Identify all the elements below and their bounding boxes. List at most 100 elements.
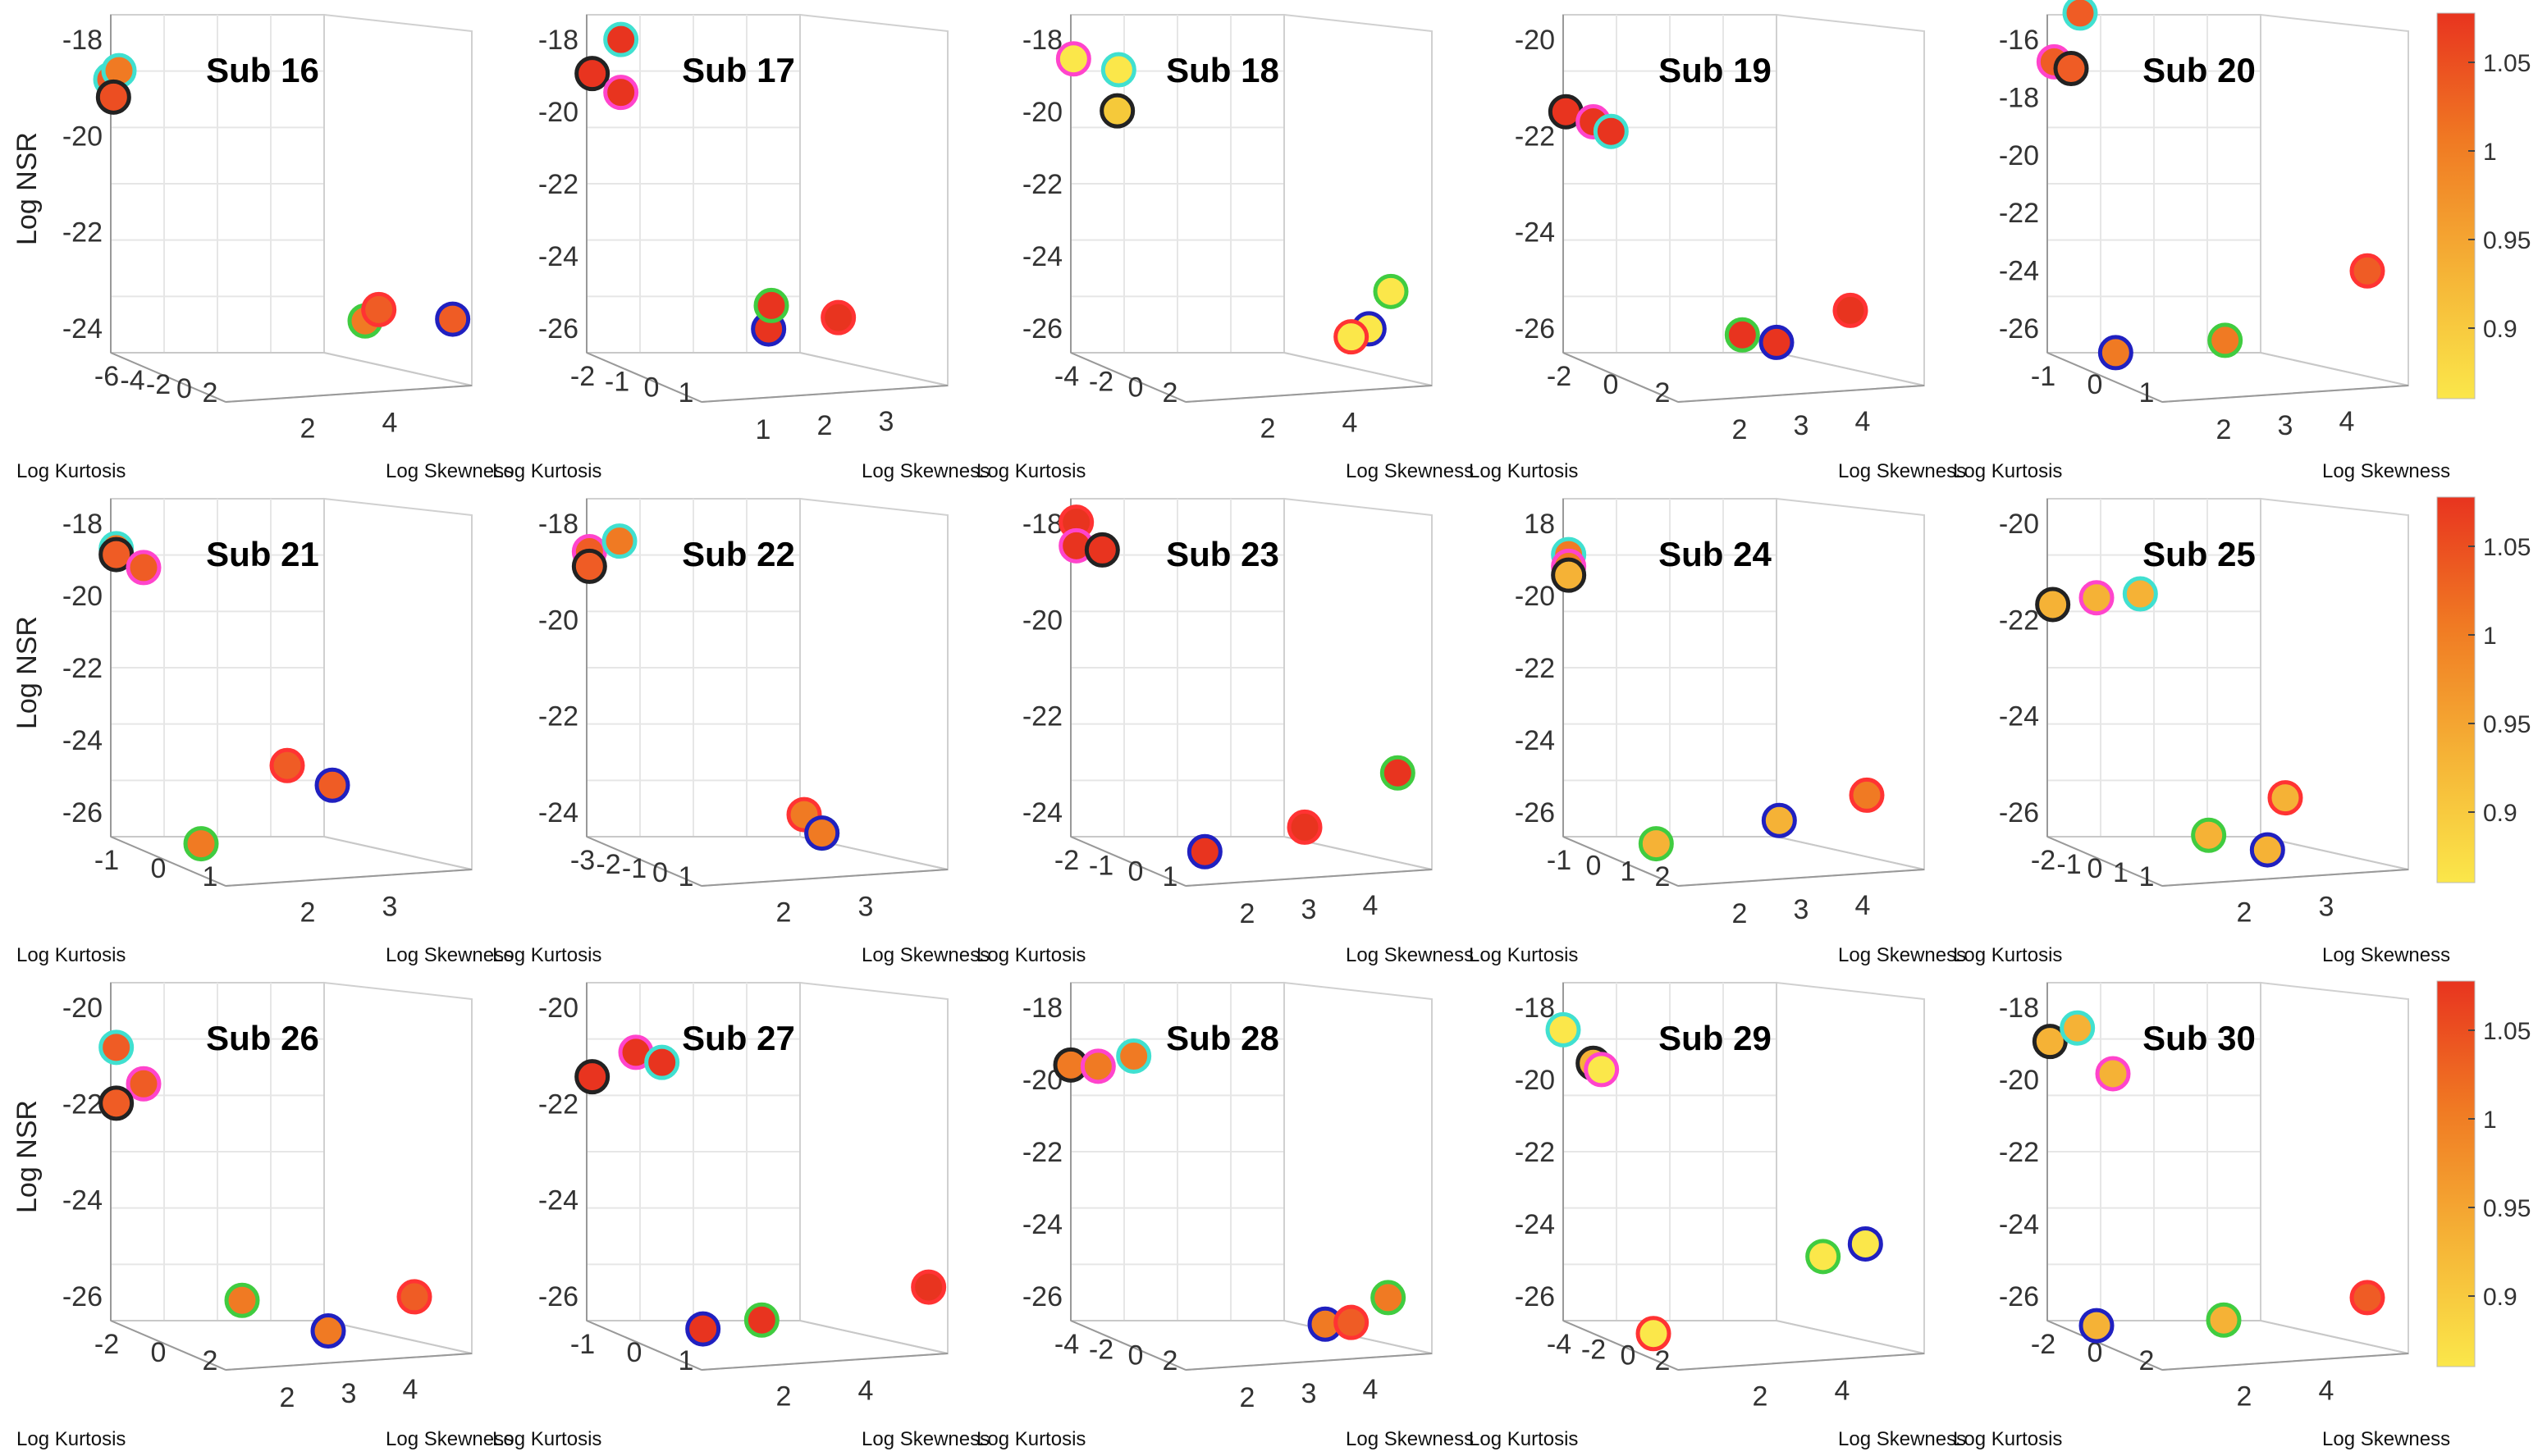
y-tick-label: 4 xyxy=(1835,1376,1850,1407)
z-tick-label: -26 xyxy=(1022,1281,1063,1312)
x-axis-label: Log Kurtosis xyxy=(1469,1428,1578,1450)
x-tick-label: 1 xyxy=(679,1345,694,1376)
scatter-point xyxy=(1055,41,1091,77)
scatter-point xyxy=(2060,1010,2096,1046)
x-tick-label: 2 xyxy=(1655,861,1671,892)
panel-sub-20: -16 -18 -20 -22 -24 -26 -1 0 1 2 3 4 Log Kurtosis Log… xyxy=(1953,0,2450,482)
panel-title: Sub 30 xyxy=(2142,1019,2256,1057)
z-tick-label: -20 xyxy=(1515,1065,1555,1096)
colorbar-tick-label: 1 xyxy=(2483,139,2497,166)
y-axis-label: Log Skewness xyxy=(1346,1428,1474,1450)
z-tick-label: -20 xyxy=(62,993,103,1024)
scatter-point xyxy=(310,1313,346,1349)
colorbar-tick-label: 1.05 xyxy=(2483,50,2531,77)
y-tick-label: 3 xyxy=(1301,894,1317,925)
z-tick-label: -22 xyxy=(1022,1137,1063,1168)
z-tick-label: -26 xyxy=(1999,797,2039,828)
colorbar-tick-label: 0.95 xyxy=(2483,227,2531,254)
panel-sub-27: -20 -22 -24 -26 -1 0 1 2 4 Log Kurtosis Log Skewne… xyxy=(492,981,990,1450)
scatter-point xyxy=(314,767,350,803)
x-tick-label: -1 xyxy=(622,853,647,884)
scatter-point xyxy=(1100,93,1136,129)
z-tick-label: -24 xyxy=(1022,797,1063,828)
axes-box xyxy=(110,497,473,888)
z-tick-label: -26 xyxy=(62,797,103,828)
x-tick-label: -2 xyxy=(596,849,620,880)
y-tick-label: 3 xyxy=(382,892,398,923)
scatter-point xyxy=(601,523,638,559)
x-tick-label: 0 xyxy=(644,372,660,403)
scatter-point xyxy=(1545,1011,1581,1047)
z-tick-label: -16 xyxy=(1999,25,2039,56)
y-tick-label: 2 xyxy=(2237,897,2252,928)
colorbar-tick-label: 0.9 xyxy=(2483,800,2517,827)
x-tick-label: 2 xyxy=(1655,1345,1671,1376)
scatter-point xyxy=(2191,817,2227,853)
x-tick-label: -2 xyxy=(1581,1335,1606,1366)
x-tick-label: 2 xyxy=(2139,1345,2155,1376)
z-tick-label: -24 xyxy=(1022,1209,1063,1240)
z-tick-label: -18 xyxy=(1022,993,1063,1024)
scatter-point xyxy=(1084,532,1120,568)
x-tick-label: -2 xyxy=(1089,1335,1113,1366)
scatter-point xyxy=(2078,1308,2115,1344)
x-tick-label: -2 xyxy=(2031,845,2055,876)
scatter-point xyxy=(2207,322,2243,358)
z-tick-label: -22 xyxy=(538,701,578,733)
y-tick-label: 2 xyxy=(1753,1381,1768,1412)
y-tick-label: 4 xyxy=(1342,408,1358,439)
x-tick-label: 2 xyxy=(1163,377,1178,409)
x-tick-label: -2 xyxy=(1054,845,1079,876)
panel-title: Sub 16 xyxy=(206,51,319,89)
x-tick-label: 2 xyxy=(1163,1345,1178,1376)
x-tick-label: -4 xyxy=(1547,1329,1571,1360)
x-tick-label: -1 xyxy=(1089,851,1113,882)
panel-sub-23: -18 -20 -22 -24 -2 -1 0 1 2 3 4 Log Kurtosis Log Ske… xyxy=(976,497,1474,966)
z-tick-label: -18 xyxy=(538,509,578,540)
scatter-point xyxy=(1584,1052,1620,1088)
y-axis-label: Log Skewness xyxy=(2322,460,2450,482)
y-tick-label: 3 xyxy=(1301,1378,1317,1409)
scatter-point xyxy=(1761,802,1797,838)
colorbars: 1.05 1 0.95 0.9 1.05 1 0.95 0.9 1.05 1 0.95 0.9 xyxy=(2436,12,2531,1367)
scatter-point xyxy=(1758,324,1795,360)
x-tick-label: 0 xyxy=(176,373,192,404)
z-tick-label: -26 xyxy=(62,1281,103,1312)
y-tick-label: 2 xyxy=(776,1381,792,1412)
panel-sub-22: -18 -20 -22 -24 -3 -2 -1 0 1 2 3 Log Kurtosis Log Sk… xyxy=(492,497,990,966)
z-tick-label: -22 xyxy=(1515,653,1555,684)
z-tick-label: -22 xyxy=(538,1089,578,1120)
x-tick-label: -2 xyxy=(94,1329,119,1360)
y-tick-label: 2 xyxy=(1732,898,1748,929)
x-tick-label: -4 xyxy=(1054,1329,1079,1360)
scatter-point xyxy=(1638,826,1674,862)
z-tick-label: -18 xyxy=(1515,993,1555,1024)
axes-box xyxy=(1562,497,1925,888)
x-axis-label: Log Kurtosis xyxy=(1953,1428,2062,1450)
scatter-point xyxy=(126,1066,162,1102)
x-axis-label: Log Kurtosis xyxy=(492,460,601,482)
z-tick-label: -20 xyxy=(1022,605,1063,636)
scatter-point xyxy=(804,815,840,851)
y-tick-label: 4 xyxy=(2319,1376,2334,1407)
scatter-point xyxy=(743,1302,780,1338)
x-tick-label: 0 xyxy=(627,1337,642,1368)
z-axis-label: Log NSR xyxy=(11,1100,43,1213)
scatter-point xyxy=(1379,755,1415,791)
z-tick-label: -24 xyxy=(1999,701,2039,733)
colorbar-tick-label: 1 xyxy=(2483,623,2497,650)
x-axis-label: Log Kurtosis xyxy=(976,1428,1086,1450)
scatter-point xyxy=(685,1311,721,1347)
z-tick-label: -22 xyxy=(1022,169,1063,200)
scatter-point xyxy=(574,56,610,92)
x-axis-label: Log Kurtosis xyxy=(16,944,126,966)
x-tick-label: -1 xyxy=(2031,361,2055,392)
x-tick-label: 0 xyxy=(2087,1337,2103,1368)
y-tick-label: 3 xyxy=(341,1378,357,1409)
panel-title: Sub 27 xyxy=(682,1019,795,1057)
y-tick-label: 3 xyxy=(1794,410,1809,441)
panel-title: Sub 29 xyxy=(1658,1019,1772,1057)
